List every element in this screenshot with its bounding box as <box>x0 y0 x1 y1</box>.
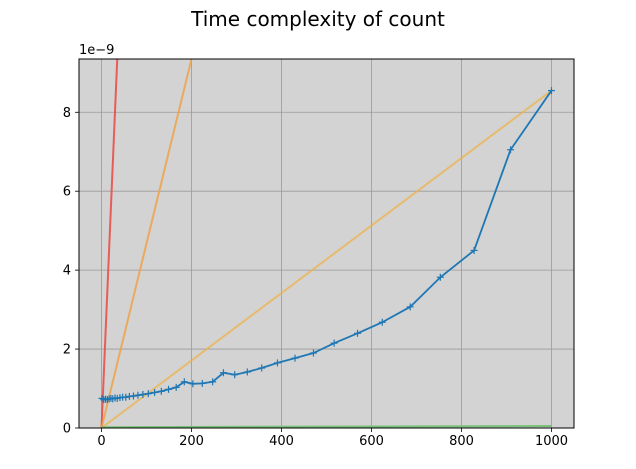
data-point <box>330 339 338 347</box>
data-point <box>172 383 180 391</box>
data-point <box>165 385 173 393</box>
data-point <box>144 390 152 398</box>
reference-line <box>100 89 553 428</box>
data-point <box>209 378 217 386</box>
data-series <box>98 87 555 404</box>
data-point <box>273 359 281 367</box>
data-point <box>436 273 444 281</box>
data-point <box>378 318 386 326</box>
x-tick-label: 800 <box>449 434 474 449</box>
data-point <box>548 87 555 95</box>
data-point <box>157 387 165 395</box>
data-point <box>134 391 142 399</box>
x-tick-label: 200 <box>179 434 204 449</box>
reference-line <box>101 425 552 428</box>
x-tick-label: 1000 <box>535 434 568 449</box>
data-point <box>291 354 299 362</box>
data-point <box>129 392 137 400</box>
data-point <box>139 390 147 398</box>
reference-line <box>100 59 119 428</box>
data-point <box>189 380 197 388</box>
y-tick-label: 8 <box>63 106 71 121</box>
y-tick-label: 0 <box>63 422 71 437</box>
y-axis-offset-label: 1e−9 <box>79 43 114 58</box>
data-point <box>406 303 414 311</box>
y-tick-label: 4 <box>63 264 71 279</box>
x-axis: 0 200 400 600 800 1000 <box>97 428 568 449</box>
data-point <box>470 246 478 254</box>
plot-background <box>79 59 574 428</box>
y-tick-label: 6 <box>63 185 71 200</box>
data-point <box>258 364 266 372</box>
y-tick-label: 2 <box>63 343 71 358</box>
data-point <box>180 378 188 386</box>
data-point <box>507 146 515 154</box>
data-point <box>243 368 251 376</box>
data-point <box>122 393 130 401</box>
x-tick-label: 600 <box>359 434 384 449</box>
plot-frame <box>78 58 575 429</box>
data-point <box>219 369 227 377</box>
x-tick-label: 0 <box>97 434 105 449</box>
reference-lines <box>100 59 553 428</box>
data-point <box>354 329 362 337</box>
data-point <box>151 388 159 396</box>
data-point <box>231 371 239 379</box>
data-point <box>309 349 317 357</box>
chart-title: Time complexity of count <box>190 7 445 31</box>
data-point <box>198 379 206 387</box>
reference-line <box>100 59 193 428</box>
y-axis: 0 2 4 6 8 <box>63 106 79 437</box>
x-tick-label: 400 <box>269 434 294 449</box>
